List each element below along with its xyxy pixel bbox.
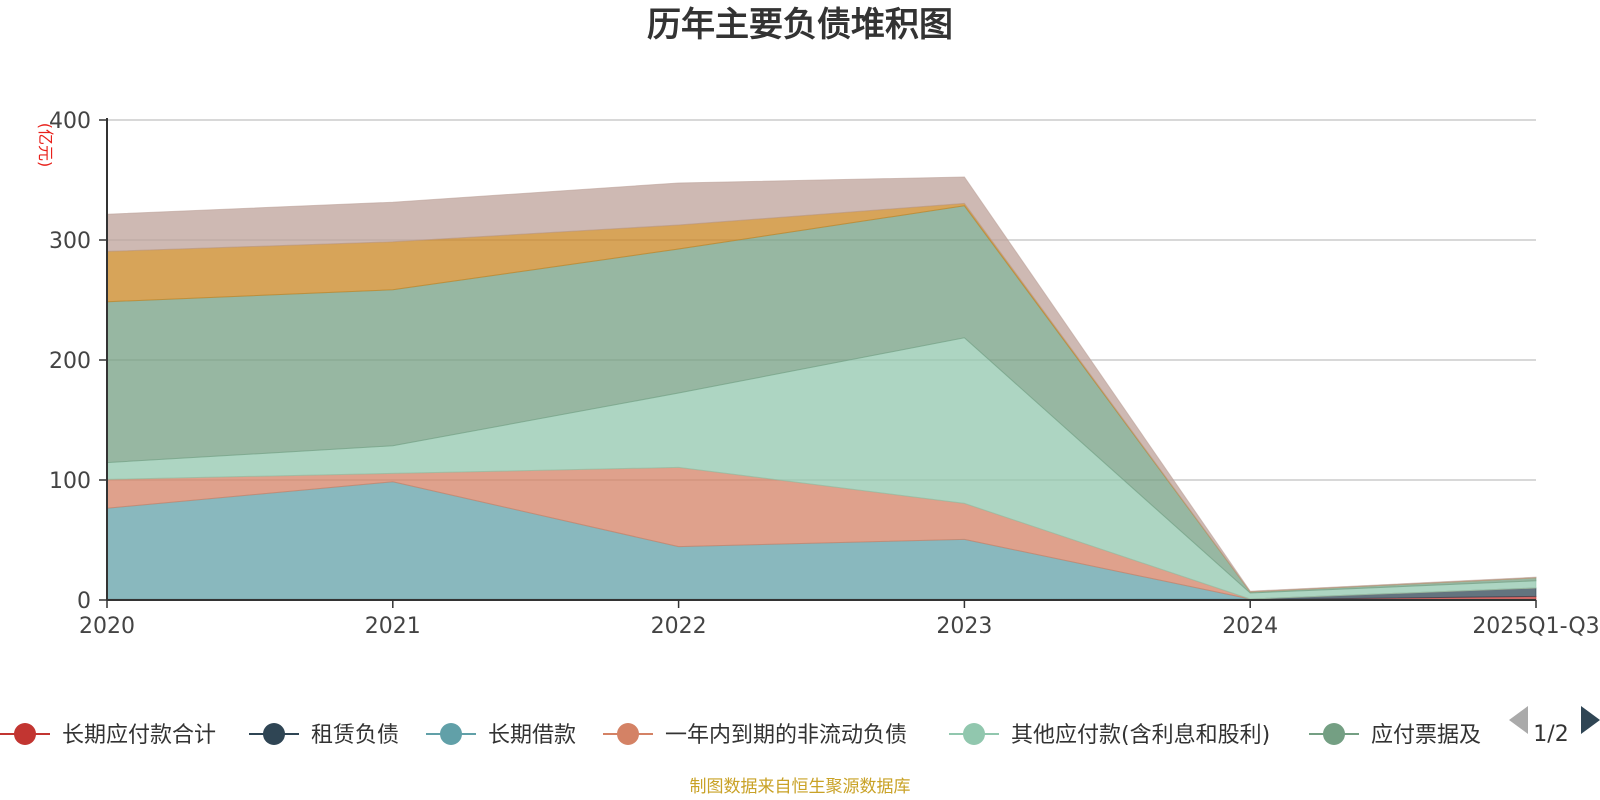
legend-page-indicator: 1/2	[1533, 722, 1568, 747]
area-series-group	[106, 176, 1537, 601]
y-tick-label-200: 200	[49, 349, 91, 374]
x-tick-label-3: 2022	[651, 614, 707, 639]
legend-prev-page-icon[interactable]	[1509, 706, 1528, 734]
legend-item-3[interactable]: 长期借款	[426, 723, 576, 748]
legend-label-1: 长期应付款合计	[62, 723, 216, 748]
legend-label-5: 其他应付款(含利息和股利)	[1011, 723, 1270, 748]
legend-label-2: 租赁负债	[311, 723, 399, 748]
legend-marker-6	[1323, 723, 1345, 745]
legend-next-page-icon[interactable]	[1581, 706, 1600, 734]
legend-item-6[interactable]: 应付票据及	[1309, 723, 1481, 748]
legend-label-6: 应付票据及	[1371, 723, 1481, 748]
legend-marker-3	[440, 723, 462, 745]
x-tick-label-2: 2021	[365, 614, 421, 639]
legend-marker-5	[963, 723, 985, 745]
area-series-8	[106, 176, 1537, 593]
legend-marker-2	[263, 723, 285, 745]
legend-item-2[interactable]: 租赁负债	[249, 723, 399, 748]
y-tick-label-400: 400	[49, 109, 91, 134]
axes: 0 100 200 300 400 2020 2021 2022 2023 2024 2025Q1-…	[49, 109, 1600, 639]
legend: 长期应付款合计 租赁负债 长期借款 一年内到期的非流动负债 其他应付款(含利息和股利) 应…	[0, 723, 1481, 748]
legend-pager: 1/2	[1509, 706, 1600, 747]
legend-marker-4	[617, 723, 639, 745]
legend-item-5[interactable]: 其他应付款(含利息和股利)	[949, 723, 1270, 748]
y-tick-label-300: 300	[49, 229, 91, 254]
x-tick-label-6: 2025Q1-Q3	[1472, 614, 1599, 639]
legend-label-4: 一年内到期的非流动负债	[665, 723, 907, 748]
y-tick-label-0: 0	[77, 589, 91, 614]
source-note: 制图数据来自恒生聚源数据库	[690, 777, 911, 797]
legend-label-3: 长期借款	[488, 723, 576, 748]
legend-marker-1	[14, 723, 36, 745]
x-tick-label-5: 2024	[1222, 614, 1278, 639]
chart-title: 历年主要负债堆积图	[647, 5, 953, 45]
x-tick-label-4: 2023	[936, 614, 992, 639]
x-tick-label-1: 2020	[79, 614, 135, 639]
legend-item-1[interactable]: 长期应付款合计	[0, 723, 216, 748]
y-tick-label-100: 100	[49, 469, 91, 494]
legend-item-4[interactable]: 一年内到期的非流动负债	[603, 723, 907, 748]
y-axis-unit-label: (亿元)	[36, 123, 55, 168]
